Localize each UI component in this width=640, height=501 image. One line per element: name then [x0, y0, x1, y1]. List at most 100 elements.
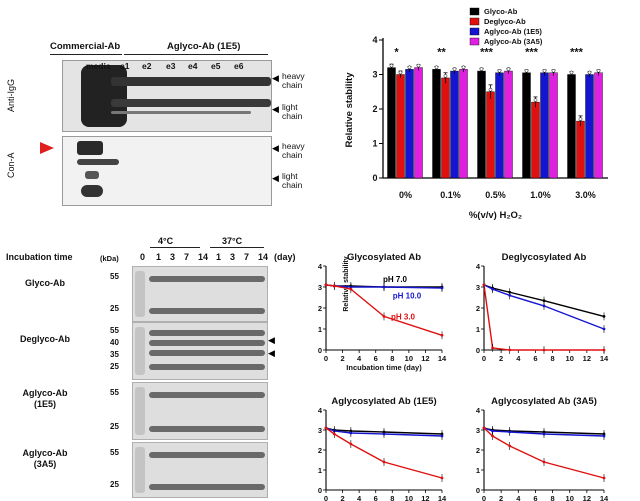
legend-swatch: [469, 37, 480, 46]
line-y-tick-label: 4: [318, 406, 323, 415]
line-x-tick-label: 14: [438, 494, 447, 501]
gel-row-label: Aglyco-Ab (3A5): [22, 448, 68, 469]
marker-kda-label: 55: [110, 272, 119, 281]
series-point: [542, 432, 546, 436]
bar-y-tick-label: 3: [372, 70, 377, 80]
line-y-tick-label: 0: [318, 346, 322, 355]
series-point: [482, 283, 486, 287]
deglyco-band-arrow-icon-2: ◀: [268, 348, 275, 358]
line-x-tick-label: 0: [482, 354, 486, 363]
day-tick-label: 3: [230, 252, 236, 262]
day-tick-label: 14: [258, 252, 269, 262]
bar-point: [398, 70, 403, 75]
bar-point: [524, 68, 529, 73]
line-x-tick-label: 0: [324, 354, 328, 363]
bar: [432, 69, 441, 179]
line-x-tick-label: 6: [533, 494, 537, 501]
line-x-tick-label: 8: [550, 494, 554, 501]
line-y-tick-label: 3: [476, 283, 480, 292]
line-x-tick-label: 8: [550, 354, 554, 363]
series-point: [382, 285, 386, 289]
series-point: [542, 304, 546, 308]
light-chain-arrow-icon-2: ◀: [272, 173, 279, 183]
gel-image: [132, 266, 268, 322]
line-chart-title: Deglycosylated Ab: [502, 252, 587, 263]
series-point: [491, 346, 494, 350]
bar: [549, 72, 558, 179]
series-point: [602, 327, 606, 331]
lane-label-e3: e3: [166, 61, 176, 71]
day-tick-label: 3: [170, 252, 176, 262]
bar-x-axis-label: %(v/v) H₂O₂: [469, 210, 522, 221]
series-point: [602, 476, 606, 480]
series-point: [542, 348, 546, 352]
bar-point: [407, 65, 412, 70]
line-x-tick-label: 12: [421, 494, 429, 501]
lane-label-e4: e4: [188, 61, 198, 71]
line-x-tick-label: 10: [566, 494, 574, 501]
line-x-tick-label: 12: [583, 354, 591, 363]
line-y-tick-label: 3: [318, 283, 322, 292]
lane-label-e6: e6: [234, 61, 244, 71]
marker-kda-label: 35: [110, 350, 119, 359]
bar: [504, 70, 513, 179]
commercial-ab-label: Commercial-Ab: [50, 41, 121, 52]
bar-point: [551, 68, 556, 73]
line-y-tick-label: 3: [318, 426, 322, 435]
bar-point: [506, 67, 511, 71]
gel-image: [132, 382, 268, 440]
legend-swatch: [469, 17, 480, 26]
line-x-tick-label: 2: [340, 494, 344, 501]
day-tick-label: 1: [156, 252, 162, 262]
line-y-tick-label: 1: [318, 466, 322, 475]
line-x-tick-label: 12: [421, 354, 429, 363]
temp-37-label: 37°C: [222, 236, 243, 246]
bar-point: [596, 68, 601, 73]
line-y-tick-label: 2: [318, 304, 322, 313]
commercial-underline: [50, 54, 122, 55]
bar-category-label: 0.5%: [485, 190, 506, 200]
bar-point: [533, 98, 538, 102]
bar-point: [479, 67, 484, 71]
legend-swatch: [469, 7, 480, 16]
series-point: [332, 432, 336, 436]
lane-label-e1: e1: [120, 61, 130, 71]
series-point: [349, 431, 353, 435]
gel-row-label: Deglyco-Ab: [19, 334, 70, 344]
line-x-tick-label: 4: [357, 494, 362, 501]
bar-point: [542, 68, 547, 73]
marker-kda-label: 55: [110, 326, 119, 335]
series-point: [382, 460, 386, 464]
bar-point: [488, 87, 493, 92]
line-x-tick-label: 12: [583, 494, 591, 501]
line-y-axis-label: Relative stability: [343, 256, 350, 311]
heavy-chain-arrow-icon-2: ◀: [272, 143, 279, 153]
line-y-tick-label: 2: [318, 446, 322, 455]
series-point: [349, 287, 353, 291]
red-arrow-icon: [40, 142, 54, 154]
bar-point: [416, 63, 421, 68]
marker-kda-label: 25: [110, 480, 119, 489]
series-label: pH 10.0: [393, 292, 422, 301]
series-point: [491, 434, 494, 438]
line-x-tick-label: 4: [516, 354, 521, 363]
line-x-tick-label: 6: [374, 354, 378, 363]
gel-image: [132, 442, 268, 498]
temp-37-underline: [210, 247, 264, 248]
heavy-chain-label-2: heavy chain: [282, 141, 305, 160]
significance-label: ***: [570, 47, 584, 59]
series-point: [332, 284, 336, 288]
bar-point: [569, 70, 574, 75]
series-point: [508, 444, 512, 448]
bar: [540, 72, 549, 179]
series-point: [349, 442, 353, 446]
series-point: [491, 287, 494, 291]
bar-point: [443, 74, 448, 78]
legend-label: Aglyco-Ab (3A5): [484, 37, 543, 46]
line-y-tick-label: 1: [318, 325, 322, 334]
line-y-tick-label: 1: [476, 325, 480, 334]
bar-category-label: 0.1%: [440, 190, 461, 200]
aglyco-underline: [124, 54, 268, 55]
significance-label: *: [394, 47, 399, 59]
